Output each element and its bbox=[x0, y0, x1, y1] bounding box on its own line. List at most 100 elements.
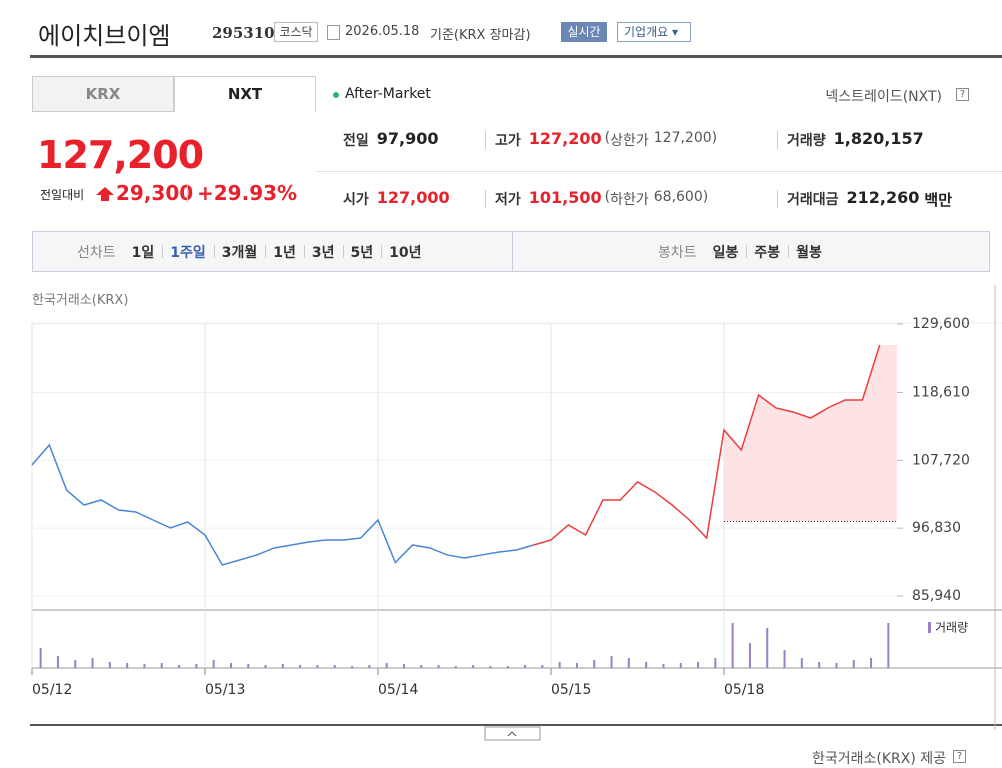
session-dot bbox=[333, 92, 339, 98]
up-arrow bbox=[96, 187, 114, 201]
paren: ( bbox=[604, 189, 611, 205]
volume-bar bbox=[887, 623, 890, 668]
stat-label: 전일 bbox=[343, 133, 369, 149]
paren: ( bbox=[604, 130, 611, 146]
note-label: 상한가 bbox=[610, 133, 649, 149]
price-line bbox=[533, 344, 881, 546]
note-label: 하한가 bbox=[610, 192, 649, 208]
volume-bar bbox=[679, 663, 682, 668]
note-value: 127,200 bbox=[653, 130, 712, 146]
x-tick-label: 05/18 bbox=[724, 682, 764, 698]
period-tab[interactable]: 3개월 bbox=[221, 245, 258, 261]
period-tab[interactable]: 1주일 bbox=[170, 245, 206, 261]
volume-bar bbox=[593, 660, 596, 668]
volume-bar bbox=[351, 666, 354, 668]
volume-bar bbox=[299, 665, 302, 668]
krx-tab[interactable]: KRX bbox=[32, 76, 174, 112]
help-icon[interactable]: ? bbox=[953, 750, 966, 763]
volume-bar bbox=[91, 658, 94, 668]
note-value: 68,600 bbox=[653, 189, 703, 205]
separator bbox=[777, 190, 778, 208]
separator bbox=[485, 131, 486, 149]
tab-separator bbox=[162, 245, 164, 258]
exchange: 넥스트레이드(NXT) bbox=[825, 89, 942, 105]
volume-bar bbox=[558, 662, 561, 668]
volume-bar bbox=[247, 664, 250, 668]
period-tab[interactable]: 월봉 bbox=[796, 245, 822, 261]
stock-code: 295310 bbox=[212, 24, 275, 42]
collapse-button[interactable] bbox=[484, 726, 541, 741]
volume-bar bbox=[870, 658, 873, 668]
volume-bar bbox=[108, 662, 111, 668]
stat-label: 저가 bbox=[495, 192, 521, 208]
volume-bar bbox=[402, 664, 405, 668]
period-tab[interactable]: 3년 bbox=[311, 245, 335, 261]
tab-separator bbox=[788, 245, 790, 258]
volume-bar bbox=[316, 665, 319, 668]
change-label: 전일대비 bbox=[40, 188, 85, 202]
volume-bar bbox=[506, 666, 509, 668]
stat-value: 1,820,157 bbox=[833, 129, 924, 148]
header-rule bbox=[30, 55, 1002, 58]
stat-unit: 백만 bbox=[924, 191, 953, 209]
date: 2026.05.18 bbox=[345, 24, 420, 39]
separator bbox=[187, 185, 188, 203]
realtime-badge[interactable]: 실시간 bbox=[561, 22, 607, 42]
period-tab[interactable]: 주봉 bbox=[754, 245, 781, 261]
company-info-label: 기업개요 bbox=[624, 25, 669, 39]
reference-area bbox=[724, 344, 897, 522]
x-tick-label: 05/14 bbox=[378, 682, 418, 698]
stat-value: 127,200 bbox=[528, 129, 602, 148]
volume-bar bbox=[852, 660, 855, 668]
volume-bar bbox=[333, 665, 336, 668]
volume-legend-swatch bbox=[928, 622, 931, 633]
x-tick-label: 05/13 bbox=[205, 682, 245, 698]
up-arrow-shape bbox=[96, 187, 114, 201]
separator bbox=[777, 131, 778, 149]
period-tab[interactable]: 1일 bbox=[131, 245, 155, 261]
volume-bar bbox=[524, 665, 527, 668]
current-price: 127,200 bbox=[37, 133, 204, 177]
nxt-tab[interactable]: NXT bbox=[174, 76, 316, 112]
price-line bbox=[31, 443, 534, 566]
collapse-chevron bbox=[507, 731, 517, 737]
stat-value: 97,900 bbox=[376, 129, 439, 148]
paren: ) bbox=[702, 189, 709, 205]
y-tick-label: 107,720 bbox=[912, 452, 970, 468]
volume-bar bbox=[489, 666, 492, 668]
tab-separator bbox=[342, 245, 344, 258]
volume-bar bbox=[748, 643, 751, 668]
volume-bar bbox=[714, 658, 717, 668]
volume-bar bbox=[627, 658, 630, 668]
paren: ) bbox=[711, 130, 718, 146]
period-tab[interactable]: 일봉 bbox=[712, 245, 739, 261]
y-tick-label: 129,600 bbox=[912, 316, 970, 332]
period-divider bbox=[512, 231, 513, 272]
volume-bar bbox=[766, 628, 769, 668]
volume-bar bbox=[212, 660, 215, 668]
period-tab[interactable]: 1년 bbox=[273, 245, 296, 261]
volume-bar bbox=[178, 665, 181, 668]
volume-bar bbox=[800, 658, 803, 668]
volume-bar bbox=[731, 623, 734, 668]
stat-label: 시가 bbox=[343, 192, 369, 208]
company-info-button[interactable]: 기업개요 ▾ bbox=[617, 22, 691, 42]
chart: 129,600 118,610 107,720 96,830 85,940 05/12 05… bbox=[30, 285, 1002, 741]
volume-bar bbox=[472, 665, 475, 668]
volume-bar bbox=[610, 656, 613, 668]
calendar-icon bbox=[327, 25, 340, 40]
volume-bar bbox=[39, 648, 42, 668]
period-tab[interactable]: 5년 bbox=[350, 245, 374, 261]
market-badge: 코스닥 bbox=[274, 22, 318, 42]
volume-bar bbox=[195, 664, 198, 668]
help-icon[interactable]: ? bbox=[956, 88, 969, 101]
change-rate: +29.93% bbox=[197, 181, 298, 205]
stat-value: 212,260 bbox=[846, 188, 920, 207]
volume-bar bbox=[281, 664, 284, 668]
x-tick-label: 05/15 bbox=[551, 682, 591, 698]
volume-bar bbox=[420, 665, 423, 668]
period-tab[interactable]: 10년 bbox=[389, 245, 422, 261]
x-tick-label: 05/12 bbox=[32, 682, 72, 698]
stat-label: 고가 bbox=[495, 133, 521, 149]
